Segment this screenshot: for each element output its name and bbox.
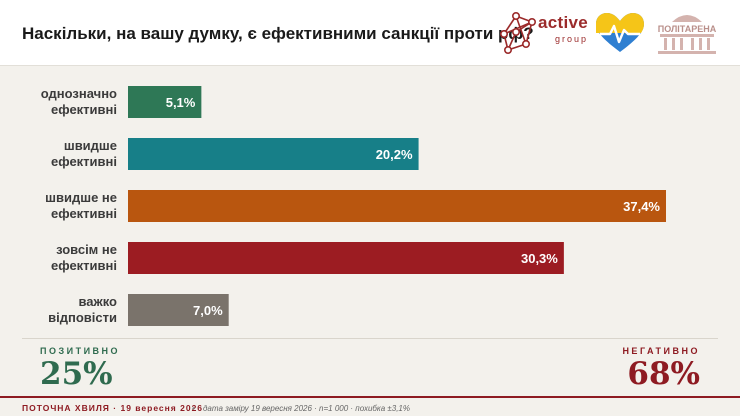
negative-value: 68% (627, 356, 700, 392)
positive-label: ПОЗИТИВНО (40, 346, 121, 356)
category-label-1: однозначно ефективні (41, 86, 117, 117)
category-label-3: швидше не ефективні (45, 190, 117, 221)
bar-3 (128, 190, 666, 222)
category-label-5: важко відповісти (48, 294, 117, 325)
category-label-2: швидше ефективні (51, 138, 117, 169)
network-icon (499, 11, 536, 54)
negative-label: НЕГАТИВНО (622, 346, 700, 356)
page-title: Наскільки, на вашу думку, є ефективними … (22, 24, 534, 43)
politarena-word: ПОЛІТАРЕНА (657, 24, 717, 34)
active-logo-sub: group (555, 34, 589, 44)
positive-value: 25% (40, 356, 113, 392)
bar-chart: однозначно ефективні 5,1% швидше ефективні 20… (0, 66, 740, 338)
header: Наскільки, на вашу думку, є ефективними … (0, 0, 740, 66)
footer-meta: дата заміру 19 вересня 2026 · n=1 000 · … (203, 404, 410, 413)
footer-separator: • (192, 403, 195, 413)
active-group-logo: active group (498, 10, 590, 56)
politarena-logo: ПОЛІТАРЕНА (656, 10, 718, 56)
footer-wave: ПОТОЧНА ХВИЛЯ · 19 вересня 2026 (22, 403, 204, 413)
bar-chart-svg: однозначно ефективні 5,1% швидше ефективні 20… (41, 86, 666, 326)
bar-4 (128, 242, 564, 274)
footer: ПОТОЧНА ХВИЛЯ · 19 вересня 2026 • дата з… (0, 396, 740, 416)
parliament-building-icon (658, 15, 716, 54)
bar-5 (128, 294, 229, 326)
value-label-5: 7,0% (193, 303, 223, 318)
value-label-2: 20,2% (376, 147, 413, 162)
category-label-4: зовсім не ефективні (51, 242, 117, 273)
bar-2 (128, 138, 419, 170)
divider (22, 338, 718, 339)
bar-1 (128, 86, 202, 118)
value-label-3: 37,4% (623, 199, 660, 214)
value-label-1: 5,1% (166, 95, 196, 110)
value-label-4: 30,3% (521, 251, 558, 266)
active-logo-word: active (538, 13, 589, 32)
heart-icon (594, 12, 646, 54)
